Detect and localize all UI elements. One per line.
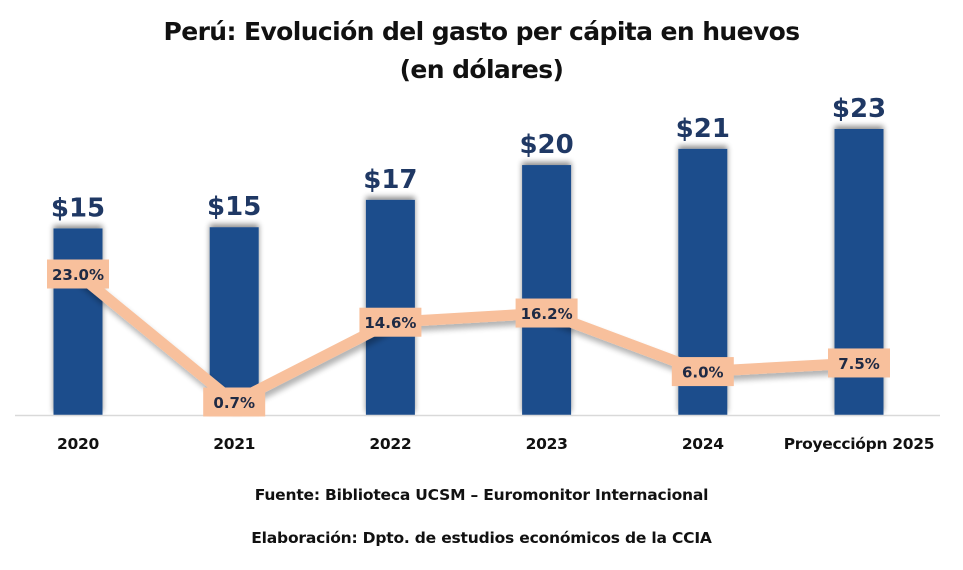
- pct-label-text: 23.0%: [52, 266, 104, 284]
- bar-2022: [365, 199, 415, 415]
- pct-label-box: [359, 307, 422, 337]
- bar-2023: [522, 165, 572, 415]
- x-tick-label: 2022: [369, 435, 411, 453]
- pct-label: 16.2%: [515, 298, 578, 328]
- pct-label: 23.0%: [47, 259, 109, 289]
- chart-plot: $15 $15 $17 $20 $21 $23 23.0% 0.7% 14.6% 16.2% 6.0…: [15, 94, 940, 453]
- bar-2020: [53, 228, 103, 415]
- bar-value-label: $21: [676, 114, 730, 144]
- chart-title: Perú: Evolución del gasto per cápita en …: [163, 17, 800, 46]
- pct-label: 7.5%: [828, 348, 890, 378]
- pct-label-box: [671, 357, 734, 387]
- x-tick-labels: 2020 2021 2022 2023 2024 Proyecciópn 2025: [57, 435, 935, 453]
- bar-value-label: $15: [207, 192, 261, 222]
- bar-value-label: $17: [363, 165, 417, 195]
- x-tick-label: 2023: [526, 435, 568, 453]
- bar-value-label: $20: [519, 130, 573, 160]
- growth-line: [74, 269, 860, 408]
- pct-label: 6.0%: [671, 357, 734, 387]
- source-note: Fuente: Biblioteca UCSM – Euromonitor In…: [254, 486, 709, 504]
- pct-label-box: [203, 387, 266, 417]
- pct-label-box: [828, 348, 890, 378]
- x-tick-label: 2024: [682, 435, 724, 453]
- pct-label-text: 7.5%: [838, 355, 880, 373]
- pct-label-text: 14.6%: [364, 314, 416, 332]
- labels-layer: $15 $15 $17 $20 $21 $23 23.0% 0.7% 14.6% 16.2% 6.0…: [47, 94, 890, 417]
- pct-label-text: 16.2%: [521, 305, 573, 323]
- pct-label-text: 0.7%: [213, 394, 255, 412]
- pct-label: 0.7%: [203, 387, 266, 417]
- x-tick-label: Proyecciópn 2025: [784, 435, 934, 453]
- x-tick-label: 2021: [213, 435, 255, 453]
- pct-label-box: [47, 259, 109, 289]
- line-layer: [74, 269, 860, 408]
- pct-label-text: 6.0%: [682, 364, 724, 382]
- pct-label: 14.6%: [359, 307, 422, 337]
- bar-value-label: $15: [51, 193, 105, 223]
- chart-subtitle: (en dólares): [399, 55, 564, 84]
- x-tick-label: 2020: [57, 435, 99, 453]
- credit-note: Elaboración: Dpto. de estudios económico…: [251, 529, 712, 547]
- pct-label-box: [515, 298, 578, 328]
- bar-value-label: $23: [832, 94, 886, 124]
